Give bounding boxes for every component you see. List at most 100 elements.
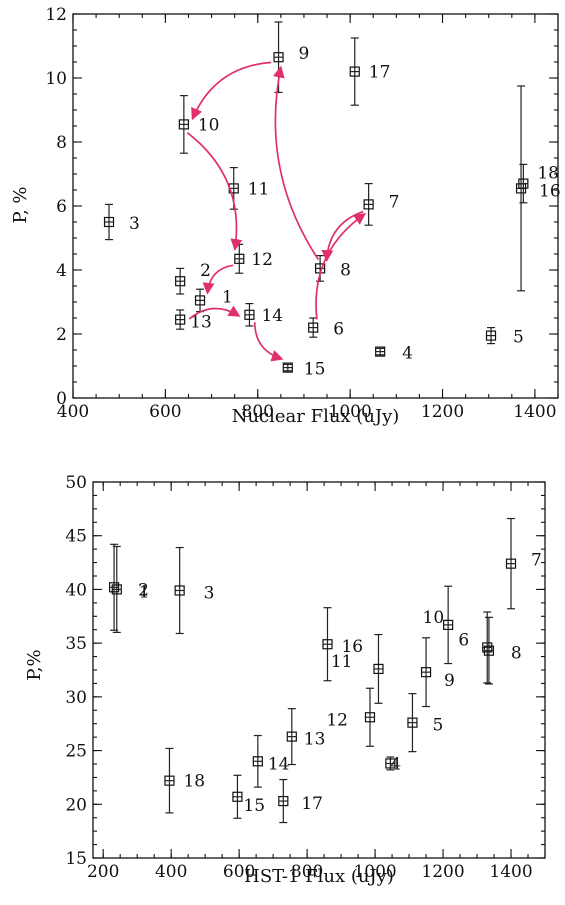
evolution-arrow	[272, 65, 320, 261]
data-point: 16	[322, 607, 363, 682]
point-label: 16	[539, 181, 561, 201]
y-tick-label: 6	[56, 197, 67, 217]
evolution-arrow	[321, 210, 364, 263]
point-label: 7	[531, 551, 542, 571]
point-label: 8	[340, 260, 351, 280]
data-point: 3	[103, 203, 140, 241]
plot-frame	[72, 13, 559, 399]
point-label: 16	[341, 637, 363, 657]
data-point: 2	[175, 261, 211, 295]
point-label: 15	[304, 360, 326, 380]
data-point: 2	[108, 543, 149, 631]
point-label: 9	[299, 44, 310, 64]
point-label: 10	[423, 608, 445, 628]
y-tick-label: 25	[65, 742, 87, 762]
point-label: 2	[138, 580, 149, 600]
x-tick-label: 1200	[421, 862, 464, 882]
point-label: 12	[326, 710, 348, 730]
x-tick-label: 400	[155, 862, 187, 882]
point-label: 12	[251, 250, 273, 270]
x-tick-label: 1000	[329, 402, 372, 422]
x-tick-label: 1000	[353, 862, 396, 882]
data-point: 6	[458, 611, 493, 684]
point-label: 1	[222, 287, 233, 307]
data-point: 18	[164, 747, 205, 814]
point-label: 7	[389, 192, 400, 212]
point-label: 11	[248, 179, 270, 199]
y-tick-label: 10	[45, 69, 67, 89]
evolution-arrow	[186, 132, 243, 251]
data-point: 4	[375, 344, 413, 364]
evolution-arrow	[188, 305, 241, 320]
x-tick-label: 600	[223, 862, 255, 882]
point-label: 18	[183, 772, 205, 792]
point-label: 6	[333, 320, 344, 340]
point-label: 5	[432, 716, 443, 736]
data-point: 3	[174, 546, 215, 635]
point-label: 17	[369, 63, 391, 83]
data-point: 10	[178, 94, 220, 154]
y-axis-title: P, %	[10, 186, 31, 223]
x-axis-title: HST-1 Flux (uJy)	[244, 866, 394, 887]
point-label: 4	[402, 344, 413, 364]
data-point: 13	[175, 309, 212, 333]
evolution-arrow	[191, 61, 272, 121]
data-point: 17	[349, 37, 391, 106]
y-tick-label: 4	[56, 261, 67, 281]
x-tick-label: 800	[291, 862, 323, 882]
x-tick-label: 400	[57, 402, 89, 422]
hst1-flux-panel: 200 400 600 800 1000 1200 14001520253035404550…	[24, 473, 546, 887]
point-label: 13	[304, 730, 326, 750]
x-tick-label: 600	[149, 402, 181, 422]
y-tick-label: 50	[65, 473, 87, 493]
point-label: 3	[129, 214, 140, 234]
x-tick-label: 1400	[513, 402, 556, 422]
y-tick-label: 45	[65, 527, 87, 547]
point-label: 1	[139, 582, 150, 602]
data-point: 11	[228, 167, 270, 210]
data-point: 5	[407, 693, 443, 753]
x-tick-label: 200	[87, 862, 119, 882]
point-label: 2	[200, 261, 211, 281]
data-point: 12	[326, 687, 376, 747]
y-axis-title: P,%	[24, 649, 45, 680]
data-point: 13	[286, 708, 326, 766]
y-tick-label: 20	[65, 795, 87, 815]
data-point: 4	[385, 754, 401, 774]
y-tick-label: 40	[65, 580, 87, 600]
point-label: 9	[444, 671, 455, 691]
y-tick-label: 8	[56, 133, 67, 153]
point-label: 13	[190, 313, 212, 333]
data-point: 12	[234, 243, 273, 274]
data-point: 7	[363, 183, 400, 226]
point-label: 11	[331, 652, 353, 672]
data-point: 15	[232, 774, 265, 819]
point-label: 15	[243, 796, 265, 816]
data-point: 6	[308, 317, 344, 340]
data-point: 15	[282, 360, 326, 380]
data-point: 18	[518, 164, 559, 204]
evolution-arrow	[253, 322, 284, 362]
evolution-arrow	[202, 264, 234, 295]
point-label: 4	[390, 754, 401, 774]
data-point: 9	[273, 21, 310, 94]
y-tick-label: 35	[65, 634, 87, 654]
data-point: 9	[420, 637, 455, 708]
point-label: 3	[204, 584, 215, 604]
x-axis-title: Nuclear Flux (uJy)	[232, 406, 400, 427]
data-point: 14	[244, 303, 283, 327]
x-tick-label: 1400	[489, 862, 532, 882]
data-point: 7	[505, 517, 542, 610]
point-label: 18	[537, 164, 559, 184]
point-label: 14	[268, 754, 290, 774]
data-point: 5	[485, 327, 524, 348]
point-label: 10	[198, 115, 220, 135]
y-tick-label: 2	[56, 325, 67, 345]
y-tick-label: 0	[56, 389, 67, 409]
data-point: 17	[278, 778, 323, 824]
y-tick-label: 12	[45, 5, 67, 25]
point-label: 5	[513, 328, 524, 348]
point-label: 8	[511, 644, 522, 664]
